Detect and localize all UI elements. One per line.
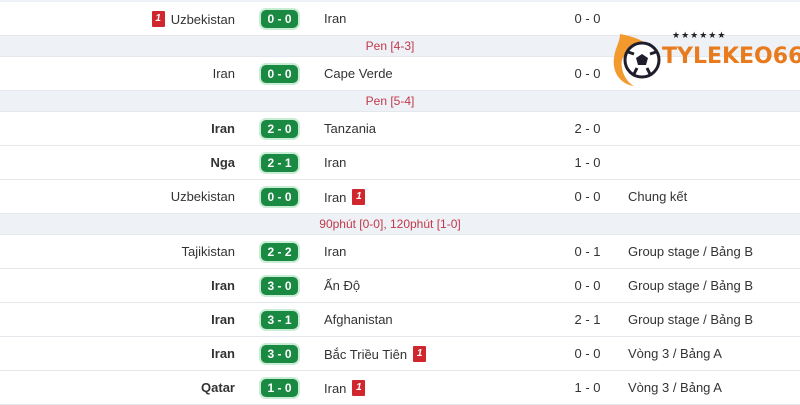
away-team[interactable]: Iran 1 xyxy=(324,380,366,396)
logo-stars: ★★★★★★ xyxy=(672,30,727,40)
match-note: 90phút [0-0], 120phút [1-0] xyxy=(319,217,461,231)
round-label: Chung kết xyxy=(628,189,688,204)
match-row[interactable]: Iran 2 - 0 Tanzania 2 - 0 xyxy=(0,112,800,146)
home-team-name: Qatar xyxy=(201,380,235,395)
score-badge[interactable]: 0 - 0 xyxy=(261,10,298,28)
score-badge[interactable]: 3 - 1 xyxy=(261,311,298,329)
round-label: Vòng 3 / Bảng A xyxy=(628,346,722,361)
round-label: Group stage / Bảng B xyxy=(628,312,754,327)
away-team[interactable]: Cape Verde xyxy=(324,66,393,81)
red-card-icon: 1 xyxy=(151,11,165,27)
away-team-name: Iran xyxy=(324,244,347,259)
away-team[interactable]: Afghanistan xyxy=(324,312,393,327)
home-team[interactable]: Uzbekistan xyxy=(171,189,235,204)
half-time-score: 0 - 0 xyxy=(574,11,601,26)
home-team-name: Iran xyxy=(211,346,235,361)
home-team-name: Uzbekistan xyxy=(170,11,235,27)
score-badge[interactable]: 3 - 0 xyxy=(261,277,298,295)
score-badge[interactable]: 2 - 2 xyxy=(261,243,298,261)
half-time-score: 0 - 0 xyxy=(574,346,601,361)
round-label: Group stage / Bảng B xyxy=(628,244,754,259)
score-badge[interactable]: 1 - 0 xyxy=(261,379,298,397)
away-team[interactable]: Iran xyxy=(324,155,346,170)
half-time-score: 0 - 0 xyxy=(574,278,601,293)
away-team-name: Iran xyxy=(324,155,347,170)
match-row[interactable]: Uzbekistan 0 - 0 Iran 1 0 - 0 Chung kết xyxy=(0,180,800,214)
half-time-score: 2 - 1 xyxy=(574,312,601,327)
away-team[interactable]: Iran 1 xyxy=(324,189,366,205)
away-team-name: Ấn Độ xyxy=(324,278,361,293)
half-time-score: 0 - 1 xyxy=(574,244,601,259)
red-card-icon: 1 xyxy=(352,189,366,205)
red-card-icon: 1 xyxy=(413,346,427,362)
half-time-score: 1 - 0 xyxy=(574,155,601,170)
match-row[interactable]: Nga 2 - 1 Iran 1 - 0 xyxy=(0,146,800,180)
half-time-score: 2 - 0 xyxy=(574,121,601,136)
home-team-name: Iran xyxy=(211,278,235,293)
half-time-score: 0 - 0 xyxy=(574,189,601,204)
score-badge[interactable]: 2 - 0 xyxy=(261,120,298,138)
score-badge[interactable]: 2 - 1 xyxy=(261,154,298,172)
home-team[interactable]: Iran xyxy=(213,66,235,81)
football-flame-icon xyxy=(613,34,661,86)
home-team-name: Uzbekistan xyxy=(170,189,235,204)
round-label: Group stage / Bảng B xyxy=(628,278,754,293)
match-row[interactable]: Iran 0 - 0 Cape Verde 0 - 0 xyxy=(0,57,800,91)
score-badge[interactable]: 0 - 0 xyxy=(261,65,298,83)
away-team-name: Afghanistan xyxy=(324,312,393,327)
home-team-name: Tajikistan xyxy=(181,244,235,259)
half-time-score: 1 - 0 xyxy=(574,380,601,395)
round-label: Vòng 3 / Bảng A xyxy=(628,380,722,395)
score-badge[interactable]: 0 - 0 xyxy=(261,188,298,206)
away-team-name: Tanzania xyxy=(324,121,377,136)
home-team[interactable]: Tajikistan xyxy=(182,244,235,259)
tylekeo66-logo: ★★★★★★ TYLEKEO66 xyxy=(612,30,800,90)
match-note-row: 90phút [0-0], 120phút [1-0] xyxy=(0,214,800,235)
away-team[interactable]: Tanzania xyxy=(324,121,376,136)
away-team[interactable]: Iran xyxy=(324,244,346,259)
logo-text: TYLEKEO66 xyxy=(662,44,800,69)
away-team-name: Iran xyxy=(324,189,347,205)
match-note: Pen [4-3] xyxy=(365,39,415,53)
top-strip xyxy=(0,0,800,2)
match-row[interactable]: Iran 3 - 0 Ấn Độ 0 - 0 Group stage / Bản… xyxy=(0,269,800,303)
away-team-name: Cape Verde xyxy=(324,66,393,81)
away-team[interactable]: Bắc Triều Tiên 1 xyxy=(324,346,427,362)
match-row[interactable]: Iran 3 - 1 Afghanistan 2 - 1 Group stage… xyxy=(0,303,800,337)
half-time-score: 0 - 0 xyxy=(574,66,601,81)
home-team[interactable]: Iran xyxy=(211,278,235,293)
away-team-name: Bắc Triều Tiên xyxy=(324,346,408,362)
home-team[interactable]: Iran xyxy=(211,346,235,361)
away-team[interactable]: Iran xyxy=(324,11,346,26)
match-note-row: Pen [5-4] xyxy=(0,91,800,112)
away-team-name: Iran xyxy=(324,380,347,396)
match-note-row: Pen [4-3] xyxy=(0,36,800,57)
red-card-icon: 1 xyxy=(352,380,366,396)
match-note: Pen [5-4] xyxy=(365,94,415,108)
home-team-name: Iran xyxy=(211,312,235,327)
home-team[interactable]: Nga xyxy=(210,155,235,170)
home-team[interactable]: Iran xyxy=(211,121,235,136)
home-team-name: Iran xyxy=(211,121,235,136)
score-badge[interactable]: 3 - 0 xyxy=(261,345,298,363)
match-row[interactable]: Tajikistan 2 - 2 Iran 0 - 1 Group stage … xyxy=(0,235,800,269)
away-team[interactable]: Ấn Độ xyxy=(324,278,360,293)
home-team[interactable]: 1 Uzbekistan xyxy=(151,11,235,27)
match-row[interactable]: Iran 3 - 0 Bắc Triều Tiên 1 0 - 0 Vòng 3 … xyxy=(0,337,800,371)
home-team[interactable]: Iran xyxy=(211,312,235,327)
away-team-name: Iran xyxy=(324,11,347,26)
match-row[interactable]: 1 Uzbekistan 0 - 0 Iran 0 - 0 xyxy=(0,2,800,36)
home-team[interactable]: Qatar xyxy=(201,380,235,395)
home-team-name: Nga xyxy=(210,155,235,170)
home-team-name: Iran xyxy=(212,66,235,81)
